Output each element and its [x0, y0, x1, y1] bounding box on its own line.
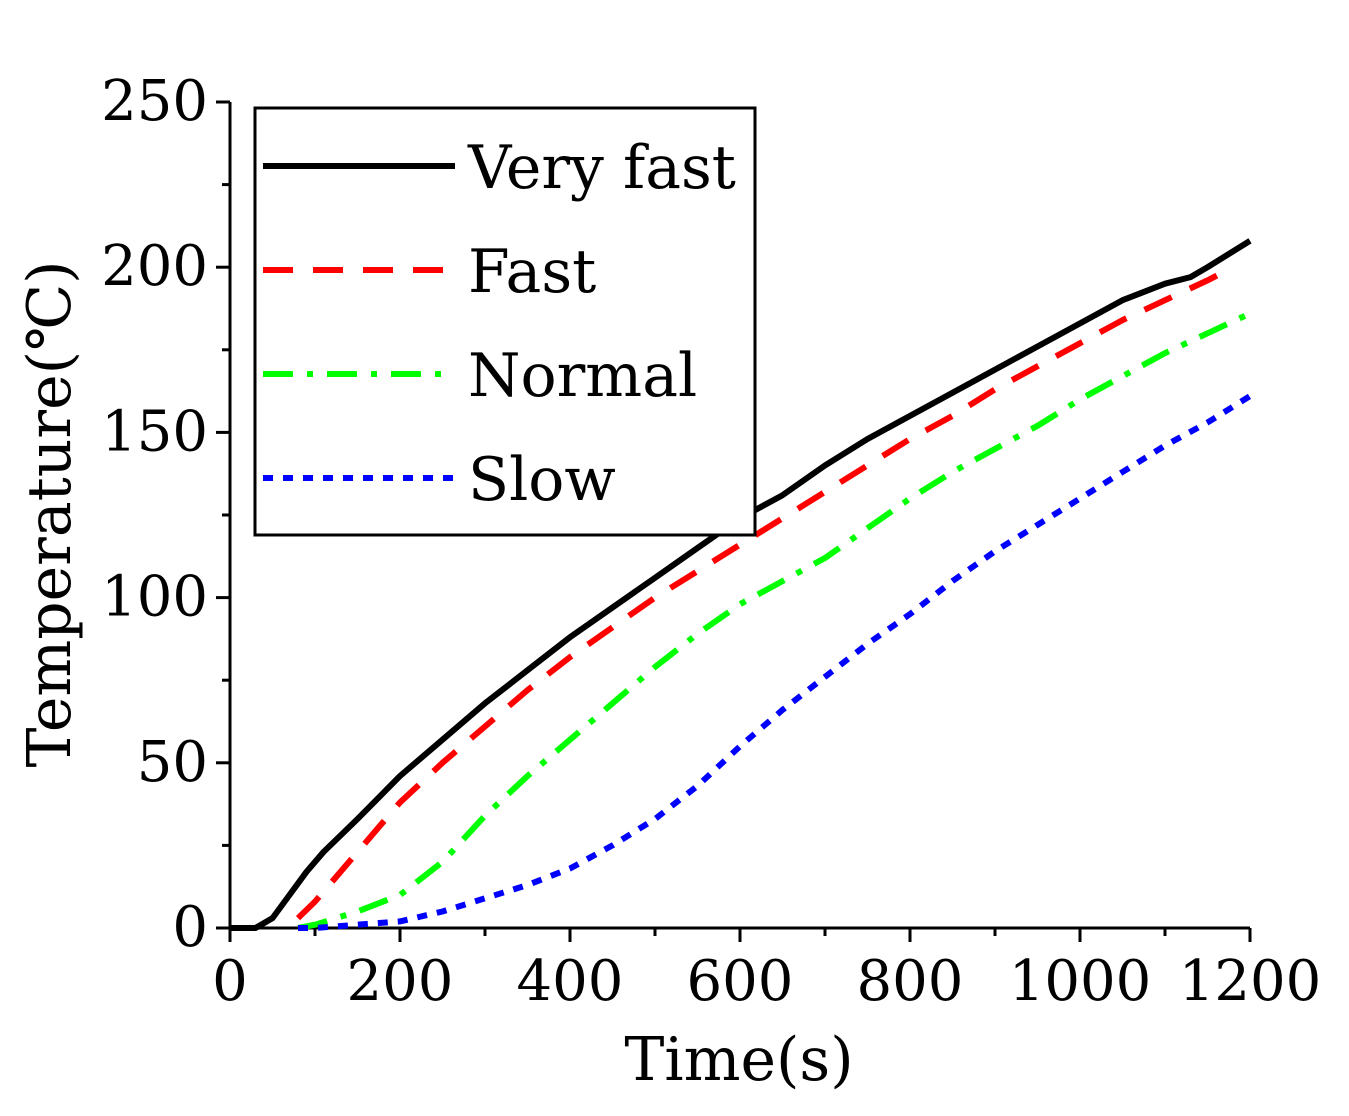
series-line-slow	[298, 393, 1252, 931]
x-tick-label: 1000	[1009, 949, 1152, 1014]
x-tick-label: 800	[857, 949, 964, 1014]
series-line-very-fast	[230, 238, 1252, 931]
y-axis-title: Temperature(℃)	[15, 260, 85, 767]
x-tick-label: 600	[687, 949, 794, 1014]
legend-label-normal: Normal	[468, 341, 697, 411]
series-line-fast	[295, 264, 1235, 921]
y-tick-label: 150	[101, 399, 208, 464]
y-tick-label: 0	[172, 895, 208, 960]
x-tick-label: 400	[517, 949, 624, 1014]
legend-label-very-fast: Very fast	[467, 133, 736, 203]
y-tick-label: 200	[101, 234, 208, 299]
series-line-normal	[297, 310, 1252, 931]
series-layer	[230, 238, 1252, 931]
legend-label-fast: Fast	[468, 237, 596, 307]
x-tick-label: 200	[347, 949, 454, 1014]
legend-label-slow: Slow	[468, 445, 616, 515]
legend-box	[253, 106, 757, 537]
axis-ticks: 0 200 400 600 800 1000 1200 0 50 100 150 200 250	[101, 69, 1321, 1014]
x-tick-label: 1200	[1179, 949, 1322, 1014]
x-tick-label: 0	[212, 949, 248, 1014]
y-tick-label: 50	[137, 730, 208, 795]
y-tick-label: 250	[101, 69, 208, 134]
y-tick-label: 100	[101, 565, 208, 630]
x-axis-title: Time(s)	[624, 1025, 853, 1095]
legend: Very fast Fast Normal Slow	[253, 106, 757, 537]
